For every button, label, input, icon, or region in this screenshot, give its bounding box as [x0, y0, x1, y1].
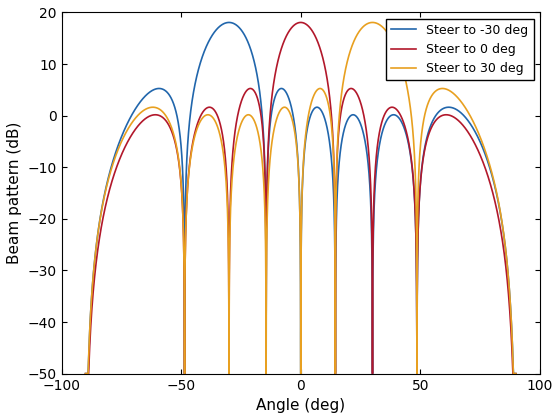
Steer to 0 deg	[342, 94, 348, 99]
Steer to -30 deg	[316, 105, 323, 110]
Steer to 0 deg	[512, 371, 519, 376]
Steer to -30 deg	[186, 124, 193, 129]
Steer to 0 deg	[186, 167, 193, 172]
Steer to -30 deg	[512, 371, 519, 376]
Steer to 0 deg	[316, 43, 323, 48]
Steer to 0 deg	[111, 170, 118, 175]
Steer to 30 deg	[512, 371, 519, 376]
Steer to 0 deg	[82, 371, 89, 376]
Steer to 30 deg	[342, 71, 348, 76]
Steer to 30 deg	[82, 371, 89, 376]
Steer to 0 deg	[247, 86, 254, 91]
Steer to 30 deg	[369, 20, 376, 25]
Steer to 30 deg	[186, 168, 193, 173]
Line: Steer to 30 deg: Steer to 30 deg	[86, 22, 516, 374]
Line: Steer to 0 deg: Steer to 0 deg	[86, 22, 516, 374]
Steer to 0 deg	[402, 124, 408, 129]
Steer to 30 deg	[111, 156, 118, 161]
Steer to -30 deg	[82, 371, 89, 376]
X-axis label: Angle (deg): Angle (deg)	[256, 398, 346, 413]
Steer to -30 deg	[402, 128, 408, 133]
Steer to -30 deg	[226, 20, 232, 25]
Y-axis label: Beam pattern (dB): Beam pattern (dB)	[7, 122, 22, 264]
Steer to -30 deg	[111, 153, 118, 158]
Steer to 30 deg	[316, 86, 323, 91]
Steer to -30 deg	[247, 46, 254, 51]
Steer to -30 deg	[342, 125, 348, 130]
Legend: Steer to -30 deg, Steer to 0 deg, Steer to 30 deg: Steer to -30 deg, Steer to 0 deg, Steer …	[386, 19, 534, 80]
Steer to 0 deg	[297, 20, 304, 25]
Line: Steer to -30 deg: Steer to -30 deg	[86, 22, 516, 374]
Steer to 30 deg	[402, 75, 408, 80]
Steer to 30 deg	[247, 113, 254, 118]
